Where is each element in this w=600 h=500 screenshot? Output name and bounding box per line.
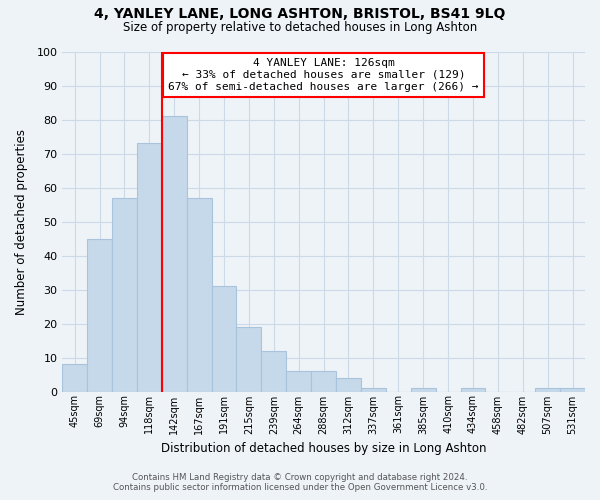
Y-axis label: Number of detached properties: Number of detached properties <box>15 128 28 314</box>
Bar <box>236 327 262 392</box>
Bar <box>162 116 187 392</box>
Bar <box>112 198 137 392</box>
Bar <box>187 198 212 392</box>
Bar <box>311 371 336 392</box>
Bar <box>336 378 361 392</box>
Bar <box>361 388 386 392</box>
X-axis label: Distribution of detached houses by size in Long Ashton: Distribution of detached houses by size … <box>161 442 487 455</box>
Bar <box>62 364 87 392</box>
Bar <box>560 388 585 392</box>
Bar <box>212 286 236 392</box>
Bar <box>461 388 485 392</box>
Bar <box>137 144 162 392</box>
Bar <box>87 238 112 392</box>
Text: 4 YANLEY LANE: 126sqm
← 33% of detached houses are smaller (129)
67% of semi-det: 4 YANLEY LANE: 126sqm ← 33% of detached … <box>169 58 479 92</box>
Bar <box>411 388 436 392</box>
Bar <box>286 371 311 392</box>
Text: Size of property relative to detached houses in Long Ashton: Size of property relative to detached ho… <box>123 21 477 34</box>
Text: Contains HM Land Registry data © Crown copyright and database right 2024.
Contai: Contains HM Land Registry data © Crown c… <box>113 473 487 492</box>
Bar <box>262 350 286 392</box>
Bar <box>535 388 560 392</box>
Text: 4, YANLEY LANE, LONG ASHTON, BRISTOL, BS41 9LQ: 4, YANLEY LANE, LONG ASHTON, BRISTOL, BS… <box>94 8 506 22</box>
